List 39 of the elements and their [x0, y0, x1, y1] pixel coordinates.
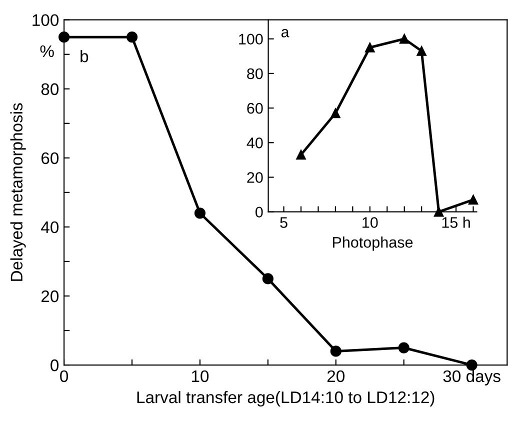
- y-tick-label: 80: [41, 83, 59, 96]
- y-tick-label: 60: [247, 102, 263, 114]
- point: [434, 206, 444, 217]
- point: [466, 359, 478, 371]
- x-tick-label: 10: [192, 370, 209, 382]
- y-tick-label: 40: [41, 221, 59, 234]
- point: [194, 208, 206, 219]
- x-tick-label: 10: [362, 217, 378, 228]
- y-axis-title: Delayed metamorphosis: [10, 103, 26, 281]
- point: [365, 42, 375, 52]
- annotation: a: [281, 29, 290, 38]
- point: [330, 346, 342, 357]
- y-tick-label: 100: [239, 34, 263, 45]
- annotation: b: [80, 50, 88, 62]
- x-tick-label: 5: [280, 217, 288, 228]
- y-tick-label: 100: [32, 14, 59, 26]
- y-tick-label: 40: [246, 138, 263, 148]
- text: %: [40, 45, 54, 58]
- point: [296, 150, 306, 160]
- point: [58, 32, 70, 43]
- point: [416, 46, 426, 56]
- point: [262, 273, 274, 284]
- x-tick-label: 15 h: [442, 216, 470, 228]
- point: [468, 194, 478, 205]
- x-axis-title: Photophase: [332, 236, 413, 251]
- point: [399, 34, 410, 44]
- point: [398, 342, 410, 354]
- y-tick-label: 20: [41, 290, 59, 302]
- point: [126, 32, 138, 43]
- x-tick-label: 0: [60, 370, 68, 382]
- y-tick-label: 0: [256, 206, 263, 218]
- x-tick-label: 20: [327, 370, 345, 382]
- y-tick-label: 0: [50, 359, 59, 372]
- y-tick-label: 80: [247, 68, 263, 80]
- y-tick-label: 60: [42, 152, 59, 164]
- x-axis-title: Larval transfer age(LD14:10 to LD12:12): [137, 390, 434, 407]
- point: [330, 108, 340, 118]
- x-tick-label: 30 days: [443, 370, 500, 386]
- y-tick-label: 20: [247, 172, 263, 183]
